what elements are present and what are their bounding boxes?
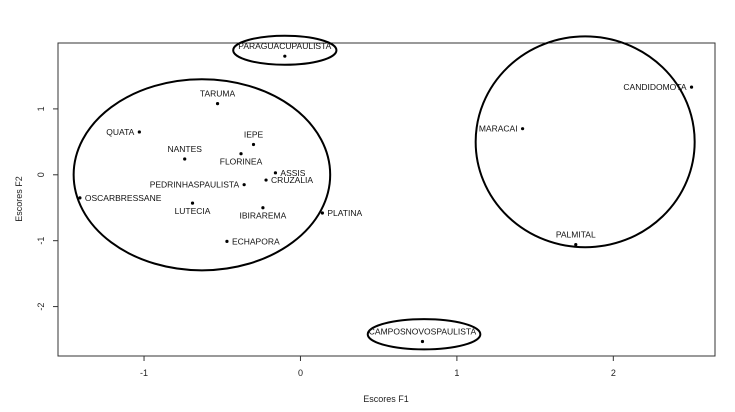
data-point xyxy=(239,152,243,156)
point-label: NANTES xyxy=(167,144,202,154)
point-label: IBIRAREMA xyxy=(240,211,287,221)
point-label: PALMITAL xyxy=(556,230,596,240)
point-label: QUATA xyxy=(106,127,134,137)
point-label: LUTECIA xyxy=(175,206,211,216)
data-point xyxy=(137,130,141,134)
point-label: PLATINA xyxy=(327,208,362,218)
data-point xyxy=(251,142,256,147)
data-point xyxy=(283,54,287,58)
data-point xyxy=(689,85,694,89)
y-axis: -2 -1 0 1 xyxy=(36,106,58,311)
point-label: ECHAPORA xyxy=(232,236,280,246)
cluster-ellipse xyxy=(72,78,332,272)
y-tick-label: -2 xyxy=(36,303,46,311)
cluster-ellipse xyxy=(474,35,696,249)
data-point xyxy=(273,171,278,175)
plot-frame xyxy=(57,42,716,357)
data-point xyxy=(264,178,268,182)
data-point xyxy=(225,239,229,243)
data-point xyxy=(261,206,265,210)
x-axis: -1 0 1 2 xyxy=(140,356,616,378)
data-point xyxy=(574,243,578,247)
point-label: CRUZALIA xyxy=(271,175,313,185)
y-axis-title: Escores F2 xyxy=(14,176,24,222)
data-point xyxy=(78,196,82,200)
data-point xyxy=(183,157,187,161)
x-tick-label: 1 xyxy=(454,368,459,378)
point-label: IEPE xyxy=(244,129,264,139)
data-point xyxy=(520,127,525,131)
y-tick-label: 0 xyxy=(36,172,46,177)
x-tick-label: 0 xyxy=(298,368,303,378)
point-label: PEDRINHASPAULISTA xyxy=(150,180,240,190)
data-points: PARAGUACUPAULISTA TARUMA QUATA IEPE NANTES FL… xyxy=(78,41,694,344)
data-point xyxy=(242,183,246,187)
point-label: CANDIDOMOTA xyxy=(623,82,686,92)
point-label: MARACAI xyxy=(479,124,518,134)
point-label: FLORINEA xyxy=(220,157,263,167)
data-point xyxy=(320,211,324,215)
point-label: TARUMA xyxy=(200,89,236,99)
cluster-ellipses xyxy=(72,34,696,351)
y-tick-label: 1 xyxy=(36,106,46,111)
point-label: OSCARBRESSANE xyxy=(85,193,162,203)
data-point xyxy=(215,102,220,106)
point-label: ASSIS xyxy=(280,168,305,178)
cluster-ellipse xyxy=(232,34,338,66)
x-axis-title: Escores F1 xyxy=(363,394,409,404)
point-label: CAMPOSNOVOSPAULISTA xyxy=(369,327,477,337)
cluster-ellipse xyxy=(366,318,482,351)
y-tick-label: -1 xyxy=(36,237,46,245)
x-tick-label: 2 xyxy=(611,368,616,378)
data-point xyxy=(420,339,425,344)
data-point xyxy=(190,201,195,205)
x-tick-label: -1 xyxy=(140,368,148,378)
point-label: PARAGUACUPAULISTA xyxy=(238,41,331,51)
